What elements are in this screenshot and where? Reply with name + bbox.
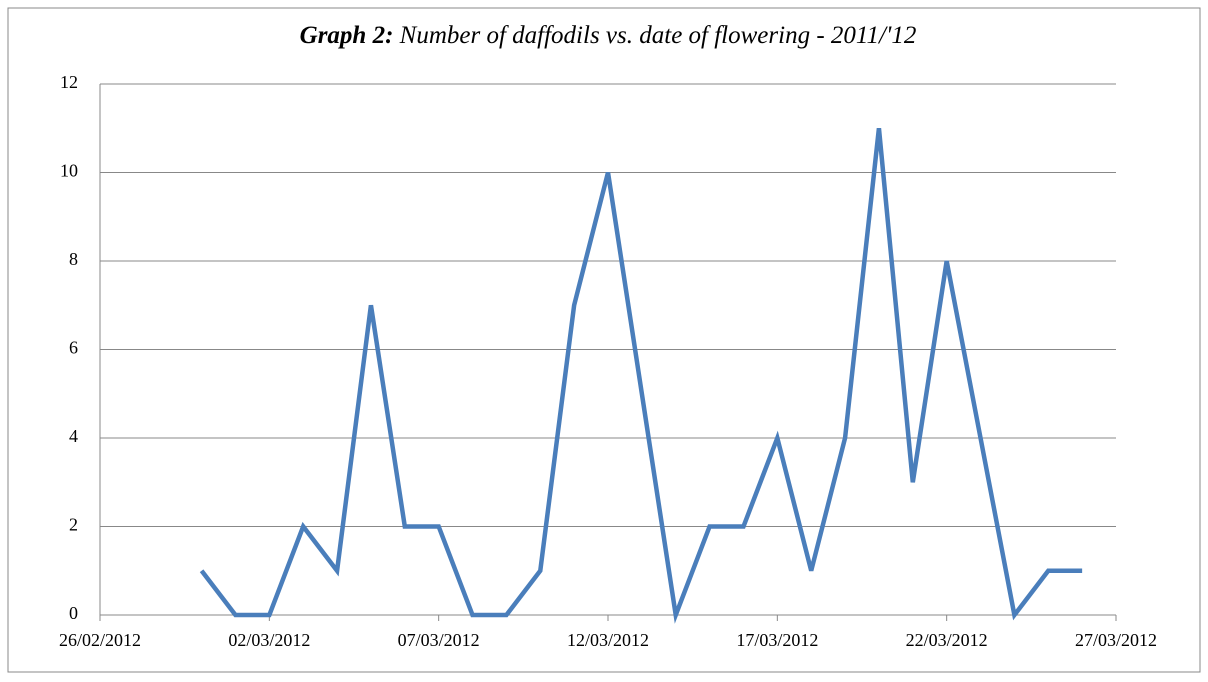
x-tick-label: 22/03/2012 <box>906 630 988 650</box>
x-tick-label: 12/03/2012 <box>567 630 649 650</box>
x-tick-label: 26/02/2012 <box>59 630 141 650</box>
data-line <box>199 128 1083 624</box>
y-tick-label: 8 <box>69 249 78 269</box>
y-tick-label: 10 <box>60 161 78 181</box>
y-tick-label: 2 <box>69 515 78 535</box>
x-tick-label: 17/03/2012 <box>736 630 818 650</box>
x-tick-label: 27/03/2012 <box>1075 630 1157 650</box>
title-text: Number of daffodils vs. date of flowerin… <box>399 22 917 49</box>
x-tick-label: 07/03/2012 <box>398 630 480 650</box>
y-tick-label: 12 <box>60 72 78 92</box>
title-prefix: Graph 2: <box>300 22 394 49</box>
chart-title: Graph 2: Number of daffodils vs. date of… <box>300 22 917 49</box>
x-tick-label: 02/03/2012 <box>228 630 310 650</box>
y-tick-label: 4 <box>69 426 78 446</box>
y-tick-label: 6 <box>69 338 78 358</box>
y-tick-label: 0 <box>69 603 78 623</box>
chart-border <box>7 7 1201 673</box>
